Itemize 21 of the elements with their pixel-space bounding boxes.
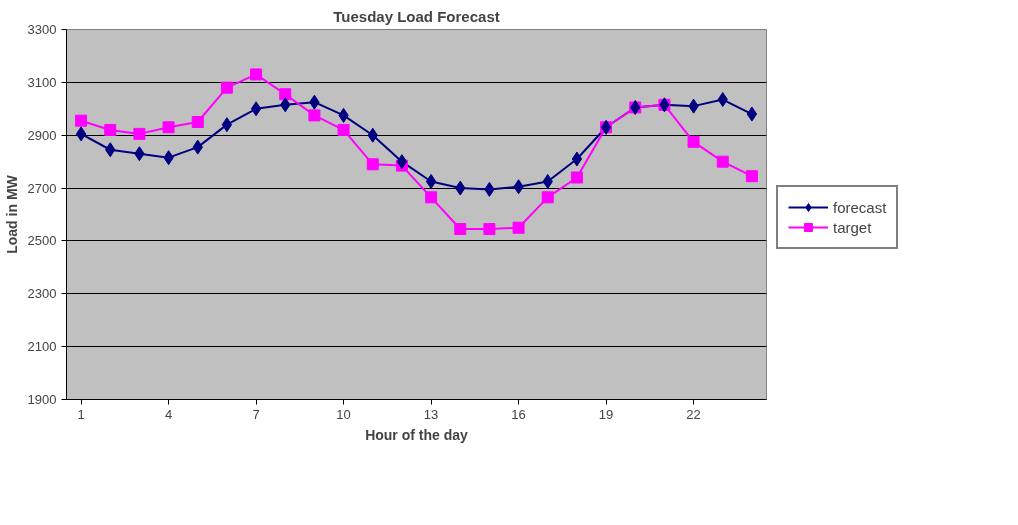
chart-title: Tuesday Load Forecast xyxy=(333,7,500,25)
y-tick-label: 2700 xyxy=(27,180,57,196)
x-axis-title: Hour of the day xyxy=(365,426,469,443)
y-tick-label: 2300 xyxy=(27,286,57,302)
y-tick-label: 2500 xyxy=(27,233,57,249)
x-tick-label: 1 xyxy=(77,406,85,422)
y-tick-label: 1900 xyxy=(27,392,57,407)
x-tick-label: 22 xyxy=(686,406,701,422)
y-tick-label: 2900 xyxy=(27,127,57,143)
y-tick-label: 2100 xyxy=(27,339,57,355)
legend-label: forecast xyxy=(833,198,887,216)
x-tick-label: 10 xyxy=(336,406,351,422)
legend-label: target xyxy=(833,218,872,236)
y-tick-label: 3300 xyxy=(27,22,57,37)
y-axis-title: Load in MW xyxy=(3,174,20,254)
y-tick-label: 3100 xyxy=(27,74,57,90)
x-tick-label: 7 xyxy=(252,406,260,422)
x-tick-label: 13 xyxy=(423,406,439,422)
x-tick-label: 19 xyxy=(598,406,614,422)
x-tick-label: 4 xyxy=(164,406,173,422)
x-tick-label: 16 xyxy=(511,406,526,422)
